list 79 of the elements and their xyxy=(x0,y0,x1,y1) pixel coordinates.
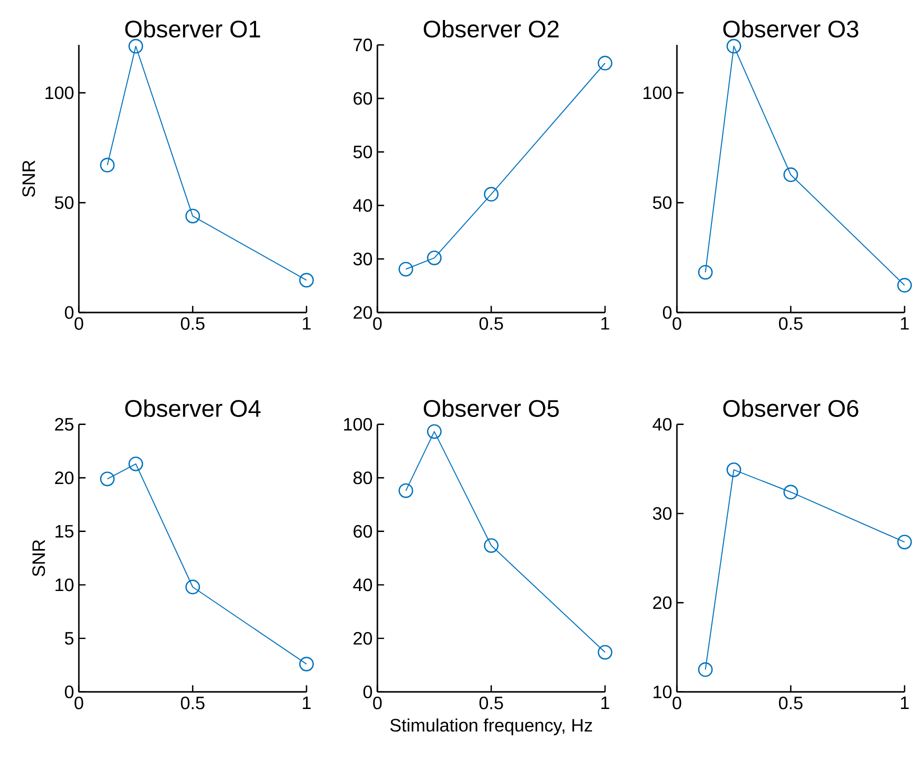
y-tick-label: 40 xyxy=(652,418,672,431)
point xyxy=(726,462,742,478)
point xyxy=(427,250,442,266)
y-tick-label: 40 xyxy=(353,199,372,212)
point xyxy=(484,538,499,553)
y-tick-label: 20 xyxy=(354,632,372,645)
y-axis-title: SNR xyxy=(22,160,36,197)
point xyxy=(897,534,912,550)
y-tick-label: 50 xyxy=(54,196,74,210)
point xyxy=(128,39,144,54)
x-tick-label: 0 xyxy=(672,696,682,710)
y-tick-label: 40 xyxy=(353,578,372,592)
y-tick-label: 0 xyxy=(64,686,74,698)
x-tick-label: 0.5 xyxy=(479,696,503,710)
y-tick-label: 50 xyxy=(652,196,672,210)
x-tick-label: 1 xyxy=(601,696,610,710)
point xyxy=(698,265,713,280)
point xyxy=(484,187,499,202)
x-tick-label: 0.5 xyxy=(180,317,204,330)
x-tick-label: 1 xyxy=(302,696,311,710)
y-tick-label: 30 xyxy=(652,507,672,520)
x-tick-label: 0.5 xyxy=(479,317,503,330)
y-tick-label: 60 xyxy=(354,525,372,538)
x-tick-label: 0.5 xyxy=(180,696,204,710)
y-tick-label: 20 xyxy=(653,596,672,610)
y-tick-label: 0 xyxy=(64,306,74,319)
y-tick-label: 0 xyxy=(363,686,372,698)
y-tick-label: 100 xyxy=(46,86,74,100)
x-tick-label: 1 xyxy=(900,317,909,330)
x-tick-label: 1 xyxy=(900,696,909,710)
point xyxy=(100,472,115,486)
y-tick-label: 50 xyxy=(353,146,372,158)
point xyxy=(128,456,144,472)
x-tick-label: 0 xyxy=(373,696,382,710)
point xyxy=(783,168,798,182)
point xyxy=(398,262,414,277)
x-tick-label: 0 xyxy=(74,696,84,710)
chart-title: Observer O3 xyxy=(723,20,858,38)
point xyxy=(299,656,314,672)
chart-title: Observer O2 xyxy=(424,20,559,38)
y-tick-label: 15 xyxy=(56,525,74,538)
point xyxy=(726,39,742,54)
point xyxy=(100,158,115,173)
y-tick-label: 20 xyxy=(354,306,372,319)
y-tick-label: 10 xyxy=(56,578,74,592)
y-axis-title: SNR xyxy=(32,540,46,576)
y-tick-label: 20 xyxy=(55,472,74,484)
y-tick-label: 100 xyxy=(644,86,672,100)
point xyxy=(783,484,798,500)
point xyxy=(398,483,414,498)
x-tick-label: 0 xyxy=(74,317,84,330)
chart-title: Observer O6 xyxy=(723,399,858,418)
y-tick-label: 0 xyxy=(662,306,672,319)
point xyxy=(897,278,912,293)
chart-title: Observer O5 xyxy=(424,399,559,418)
y-tick-label: 30 xyxy=(353,252,372,266)
x-tick-label: 0 xyxy=(373,317,382,330)
point xyxy=(185,208,200,224)
x-tick-label: 0.5 xyxy=(778,696,802,710)
point xyxy=(185,580,200,594)
chart-title: Observer O4 xyxy=(125,399,261,418)
y-tick-label: 5 xyxy=(64,632,74,645)
y-tick-label: 80 xyxy=(353,472,372,484)
y-tick-label: 100 xyxy=(344,418,372,431)
x-tick-label: 1 xyxy=(601,317,610,330)
y-tick-label: 10 xyxy=(654,686,672,698)
x-tick-label: 0 xyxy=(672,317,682,330)
point xyxy=(698,662,713,678)
x-axis-title: Stimulation frequency, Hz xyxy=(390,718,592,736)
x-tick-label: 0.5 xyxy=(778,317,802,330)
x-tick-label: 1 xyxy=(302,317,311,330)
y-tick-label: 25 xyxy=(55,418,74,431)
y-tick-label: 70 xyxy=(354,38,372,52)
point xyxy=(598,56,612,71)
point xyxy=(427,424,442,439)
point xyxy=(299,272,314,288)
point xyxy=(598,645,612,660)
y-tick-label: 60 xyxy=(354,92,372,105)
chart-title: Observer O1 xyxy=(125,20,260,38)
